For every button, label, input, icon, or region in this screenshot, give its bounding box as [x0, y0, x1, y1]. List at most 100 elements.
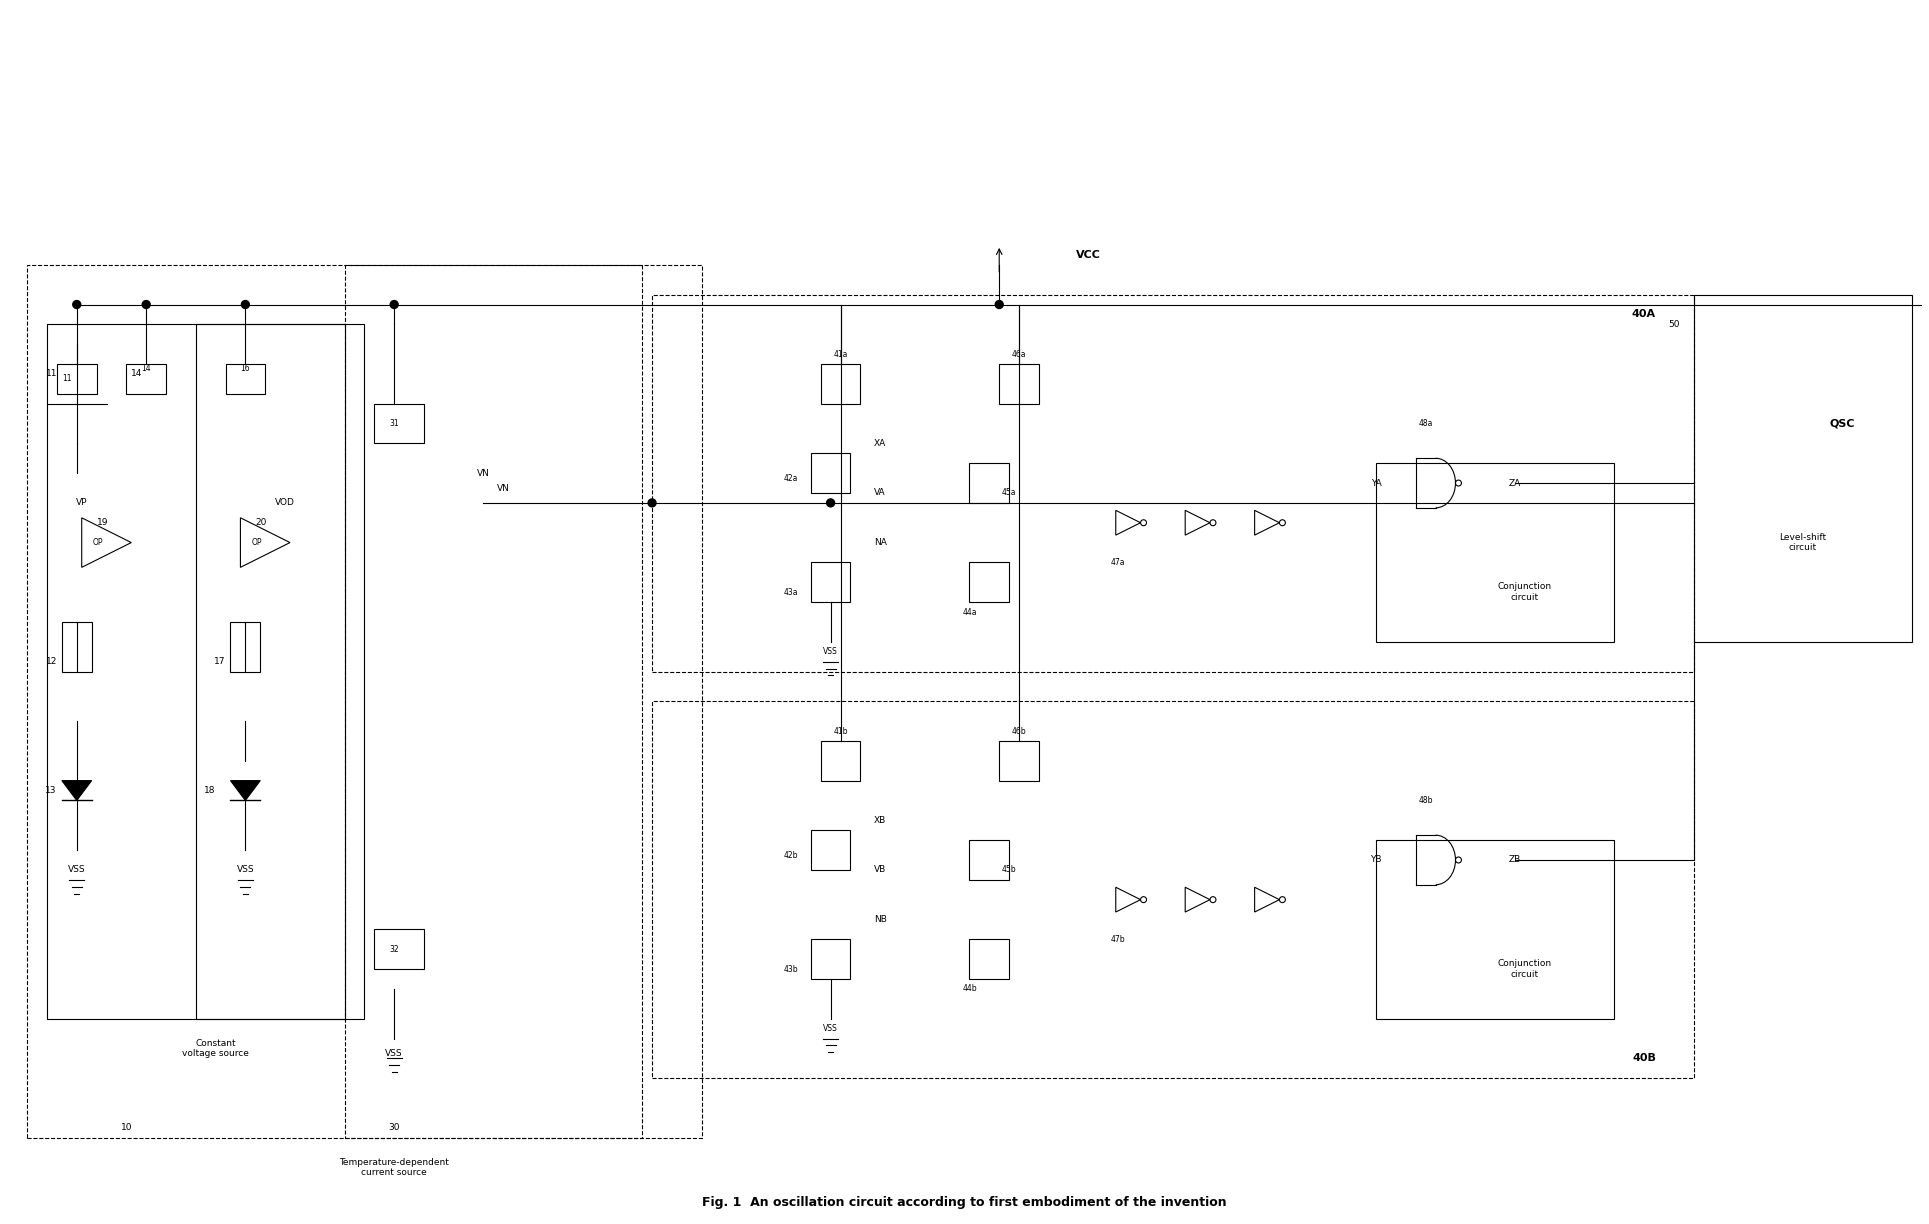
Bar: [195, 324, 365, 1018]
Text: YA: YA: [1372, 479, 1381, 487]
Text: Level-shift
circuit: Level-shift circuit: [1779, 532, 1827, 552]
Text: 41b: 41b: [833, 727, 847, 736]
Bar: [810, 562, 851, 602]
Text: 44a: 44a: [963, 607, 976, 617]
Text: 45b: 45b: [1001, 865, 1017, 874]
Text: 10: 10: [122, 1124, 131, 1132]
Text: 11: 11: [46, 370, 58, 378]
Text: VCC: VCC: [1076, 250, 1101, 259]
Text: 42b: 42b: [783, 851, 799, 859]
Text: VP: VP: [75, 498, 87, 508]
Text: 17: 17: [214, 657, 226, 666]
Bar: [970, 840, 1009, 880]
Text: VSS: VSS: [68, 865, 85, 874]
Text: 13: 13: [46, 786, 58, 796]
Text: 44b: 44b: [963, 984, 976, 994]
Bar: [970, 939, 1009, 979]
Text: 42a: 42a: [783, 474, 799, 482]
Bar: [1375, 463, 1615, 641]
Text: VSS: VSS: [237, 865, 255, 874]
Circle shape: [73, 301, 81, 308]
Circle shape: [143, 301, 150, 308]
Circle shape: [828, 499, 835, 507]
Circle shape: [241, 301, 249, 308]
Text: 19: 19: [96, 518, 108, 528]
Text: 14: 14: [141, 365, 150, 373]
Text: VN: VN: [498, 483, 509, 492]
Bar: [46, 324, 345, 1018]
Bar: [1694, 295, 1912, 641]
Bar: [970, 463, 1009, 503]
Text: 48b: 48b: [1418, 796, 1433, 805]
Text: Constant
voltage source: Constant voltage source: [181, 1039, 249, 1058]
Text: 12: 12: [46, 657, 58, 666]
Bar: [810, 939, 851, 979]
Circle shape: [390, 301, 397, 308]
Bar: [810, 830, 851, 870]
Text: Conjunction
circuit: Conjunction circuit: [1497, 583, 1553, 602]
Text: 32: 32: [390, 945, 399, 953]
Circle shape: [648, 499, 656, 507]
Text: 50: 50: [1669, 319, 1680, 329]
Text: OP: OP: [251, 539, 262, 547]
Text: 43b: 43b: [783, 965, 799, 973]
Text: 30: 30: [388, 1124, 399, 1132]
Text: XB: XB: [874, 816, 885, 825]
Text: NB: NB: [874, 916, 887, 924]
Text: 46b: 46b: [1011, 727, 1026, 736]
Text: ZB: ZB: [1508, 856, 1522, 864]
Bar: [820, 741, 860, 781]
Text: 16: 16: [241, 365, 251, 373]
Bar: [999, 364, 1040, 404]
Text: 40B: 40B: [1632, 1054, 1655, 1064]
Text: QSC: QSC: [1829, 419, 1856, 428]
Bar: [999, 741, 1040, 781]
Text: VN: VN: [476, 469, 490, 477]
Bar: [374, 929, 424, 969]
Bar: [27, 264, 702, 1137]
Text: NA: NA: [874, 539, 887, 547]
Bar: [125, 364, 166, 394]
Polygon shape: [230, 781, 260, 800]
Text: 46a: 46a: [1013, 350, 1026, 359]
Text: OP: OP: [93, 539, 104, 547]
Text: 48a: 48a: [1418, 419, 1433, 428]
Text: 11: 11: [62, 375, 71, 383]
Bar: [58, 364, 96, 394]
Bar: [345, 264, 642, 1137]
Bar: [810, 453, 851, 493]
Text: 40A: 40A: [1632, 310, 1655, 319]
Bar: [1375, 840, 1615, 1018]
Text: Temperature-dependent
current source: Temperature-dependent current source: [340, 1158, 449, 1177]
Text: 43a: 43a: [783, 588, 799, 596]
Text: 14: 14: [131, 370, 143, 378]
Circle shape: [995, 301, 1003, 308]
Text: 47b: 47b: [1111, 935, 1125, 944]
Text: VSS: VSS: [386, 1049, 403, 1058]
Text: Fig. 1  An oscillation circuit according to first embodiment of the invention: Fig. 1 An oscillation circuit according …: [702, 1196, 1227, 1208]
Text: YB: YB: [1370, 856, 1381, 864]
Text: 31: 31: [390, 419, 399, 428]
Text: VB: VB: [874, 865, 885, 874]
Bar: [374, 404, 424, 443]
Bar: [62, 622, 93, 672]
Polygon shape: [62, 781, 93, 800]
Bar: [652, 295, 1694, 672]
Text: 47a: 47a: [1111, 558, 1125, 567]
Text: 45a: 45a: [1001, 488, 1017, 497]
Text: XA: XA: [874, 439, 885, 448]
Text: VSS: VSS: [824, 1024, 837, 1033]
Text: 41a: 41a: [833, 350, 847, 359]
Text: 18: 18: [204, 786, 216, 796]
Bar: [652, 701, 1694, 1078]
Bar: [226, 364, 264, 394]
Text: VSS: VSS: [824, 647, 837, 656]
Text: ZA: ZA: [1508, 479, 1522, 487]
Text: 20: 20: [255, 518, 266, 528]
Bar: [230, 622, 260, 672]
Text: VOD: VOD: [276, 498, 295, 508]
Bar: [820, 364, 860, 404]
Text: Conjunction
circuit: Conjunction circuit: [1497, 960, 1553, 979]
Text: VA: VA: [874, 488, 885, 497]
Bar: [970, 562, 1009, 602]
